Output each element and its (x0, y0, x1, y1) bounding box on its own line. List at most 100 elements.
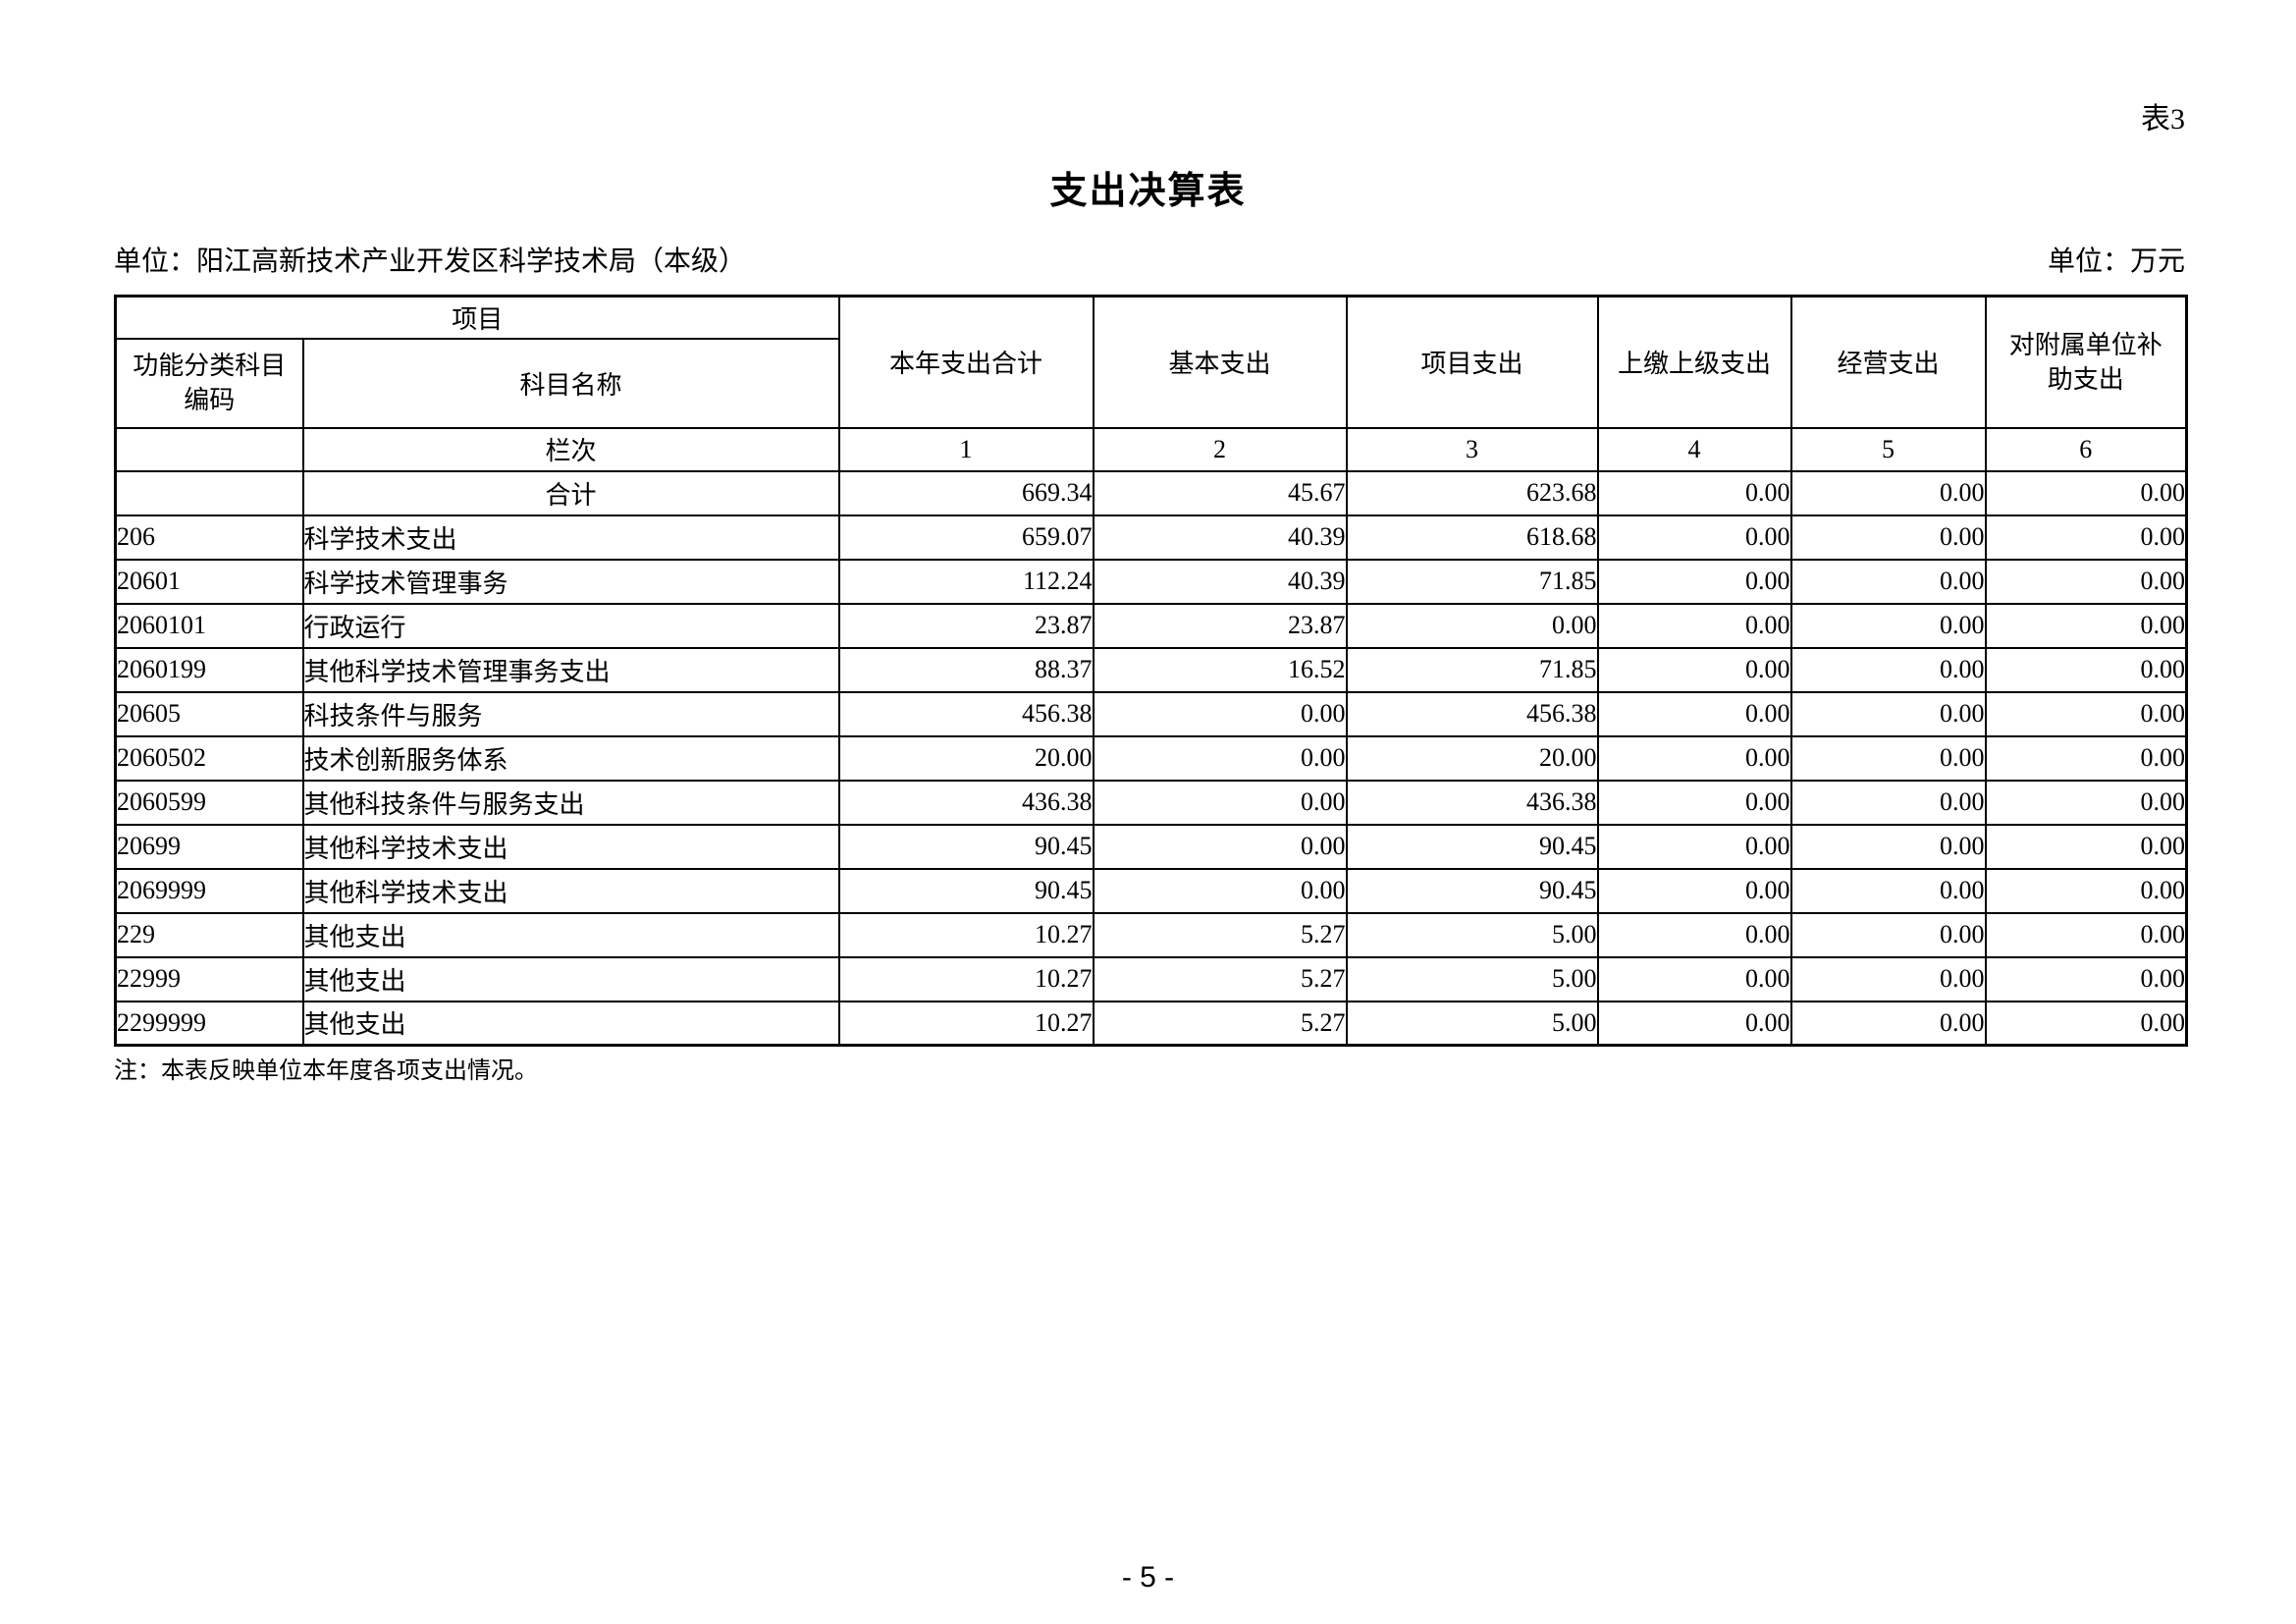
header-row-sub: 功能分类科目 编码 科目名称 (114, 337, 2187, 429)
value-cell: 10.27 (837, 955, 1095, 1002)
name-cell: 科学技术管理事务 (301, 558, 840, 605)
value-cell: 0.00 (1789, 690, 1987, 737)
value-cell: 0.00 (1596, 955, 1792, 1002)
lanci-number-cell: 1 (837, 426, 1095, 472)
table-row: 22999 其他支出 10.27 5.27 5.00 0.00 0.00 0.0… (114, 955, 2188, 1002)
lanci-empty-cell (114, 426, 304, 472)
table-row: 20601 科学技术管理事务 112.24 40.39 71.85 0.00 0… (114, 558, 2188, 605)
column-header-subsidy: 对附属单位补 助支出 (1984, 295, 2188, 429)
value-cell: 23.87 (1092, 602, 1348, 649)
name-cell: 其他科学技术支出 (301, 867, 840, 914)
value-cell: 0.00 (1984, 955, 2188, 1002)
value-cell: 0.00 (1984, 734, 2188, 782)
value-cell: 0.00 (1789, 867, 1987, 914)
value-cell: 0.00 (1345, 602, 1599, 649)
table-row: 20699 其他科学技术支出 90.45 0.00 90.45 0.00 0.0… (114, 823, 2188, 870)
code-cell: 22999 (114, 955, 304, 1002)
value-cell: 0.00 (1596, 602, 1792, 649)
value-cell: 0.00 (1092, 734, 1348, 782)
unit-name-label: 单位：阳江高新技术产业开发区科学技术局（本级） (114, 246, 747, 277)
name-cell: 其他科学技术管理事务支出 (301, 646, 840, 693)
value-cell: 90.45 (1345, 823, 1599, 870)
value-cell: 71.85 (1345, 646, 1599, 693)
value-cell: 0.00 (1789, 823, 1987, 870)
table-row: 2299999 其他支出 10.27 5.27 5.00 0.00 0.00 0… (114, 1000, 2188, 1047)
lanci-number-cell: 3 (1345, 426, 1599, 472)
value-cell: 112.24 (837, 558, 1095, 605)
value-cell: 90.45 (837, 867, 1095, 914)
name-cell: 其他科技条件与服务支出 (301, 779, 840, 826)
code-cell: 2060101 (114, 602, 304, 649)
value-cell: 456.38 (837, 690, 1095, 737)
lanci-number-cell: 5 (1789, 426, 1987, 472)
value-cell: 90.45 (1345, 867, 1599, 914)
lanci-number-cell: 4 (1596, 426, 1792, 472)
value-cell: 0.00 (1789, 734, 1987, 782)
value-cell: 0.00 (1984, 514, 2188, 561)
name-cell: 其他科学技术支出 (301, 823, 840, 870)
name-cell: 其他支出 (301, 911, 840, 958)
value-cell: 0.00 (1596, 823, 1792, 870)
expenditure-table: 项目 本年支出合计 基本支出 项目支出 上缴上级支出 经营支出 对附属单位补 助… (114, 295, 2189, 1047)
table-row: 20605 科技条件与服务 456.38 0.00 456.38 0.00 0.… (114, 690, 2188, 737)
value-cell: 5.00 (1345, 911, 1599, 958)
value-cell: 0.00 (1596, 514, 1792, 561)
page-title: 支出决算表 (1049, 171, 1247, 212)
value-cell: 436.38 (837, 779, 1095, 826)
project-group-header: 项目 (114, 295, 840, 340)
value-cell: 88.37 (837, 646, 1095, 693)
value-cell: 0.00 (1596, 867, 1792, 914)
name-cell: 其他支出 (301, 1000, 840, 1047)
name-cell: 科技条件与服务 (301, 690, 840, 737)
value-cell: 0.00 (1596, 646, 1792, 693)
value-cell: 0.00 (1789, 955, 1987, 1002)
name-cell: 行政运行 (301, 602, 840, 649)
value-cell: 0.00 (1984, 690, 2188, 737)
value-cell: 5.27 (1092, 955, 1348, 1002)
value-cell: 71.85 (1345, 558, 1599, 605)
lanci-number-cell: 6 (1984, 426, 2188, 472)
value-cell: 0.00 (1789, 514, 1987, 561)
value-cell: 10.27 (837, 911, 1095, 958)
value-cell: 0.00 (1984, 867, 2188, 914)
value-cell: 45.67 (1092, 469, 1348, 516)
value-cell: 20.00 (837, 734, 1095, 782)
value-cell: 0.00 (1984, 1000, 2188, 1047)
value-cell: 0.00 (1984, 779, 2188, 826)
code-cell: 229 (114, 911, 304, 958)
code-cell: 2060599 (114, 779, 304, 826)
name-cell: 技术创新服务体系 (301, 734, 840, 782)
code-header: 功能分类科目 编码 (114, 337, 304, 429)
value-cell: 0.00 (1789, 646, 1987, 693)
value-cell: 0.00 (1789, 779, 1987, 826)
value-cell: 618.68 (1345, 514, 1599, 561)
value-cell: 5.00 (1345, 1000, 1599, 1047)
value-cell: 0.00 (1984, 911, 2188, 958)
value-cell: 0.00 (1789, 1000, 1987, 1047)
code-cell: 20601 (114, 558, 304, 605)
table-row-total: 合计 669.34 45.67 623.68 0.00 0.00 0.00 (114, 469, 2188, 516)
value-cell: 0.00 (1789, 602, 1987, 649)
value-cell: 436.38 (1345, 779, 1599, 826)
column-header-total: 本年支出合计 (837, 295, 1095, 429)
value-cell: 0.00 (1789, 911, 1987, 958)
header-row-project: 项目 本年支出合计 基本支出 项目支出 上缴上级支出 经营支出 对附属单位补 助… (114, 295, 2188, 429)
value-cell: 23.87 (837, 602, 1095, 649)
value-cell: 456.38 (1345, 690, 1599, 737)
value-cell: 0.00 (1596, 734, 1792, 782)
value-cell: 0.00 (1789, 469, 1987, 516)
value-cell: 5.27 (1092, 911, 1348, 958)
name-cell: 其他支出 (301, 955, 840, 1002)
column-header-operating: 经营支出 (1789, 295, 1987, 429)
value-cell: 20.00 (1345, 734, 1599, 782)
value-cell: 40.39 (1092, 514, 1348, 561)
column-header-upper: 上缴上级支出 (1596, 295, 1792, 429)
code-cell (114, 469, 304, 516)
unit-row: 单位：阳江高新技术产业开发区科学技术局（本级） 单位：万元 (114, 245, 2185, 279)
value-cell: 0.00 (1596, 1000, 1792, 1047)
value-cell: 0.00 (1984, 823, 2188, 870)
column-header-project-exp: 项目支出 (1345, 295, 1599, 429)
value-cell: 0.00 (1596, 911, 1792, 958)
value-cell: 5.00 (1345, 955, 1599, 1002)
